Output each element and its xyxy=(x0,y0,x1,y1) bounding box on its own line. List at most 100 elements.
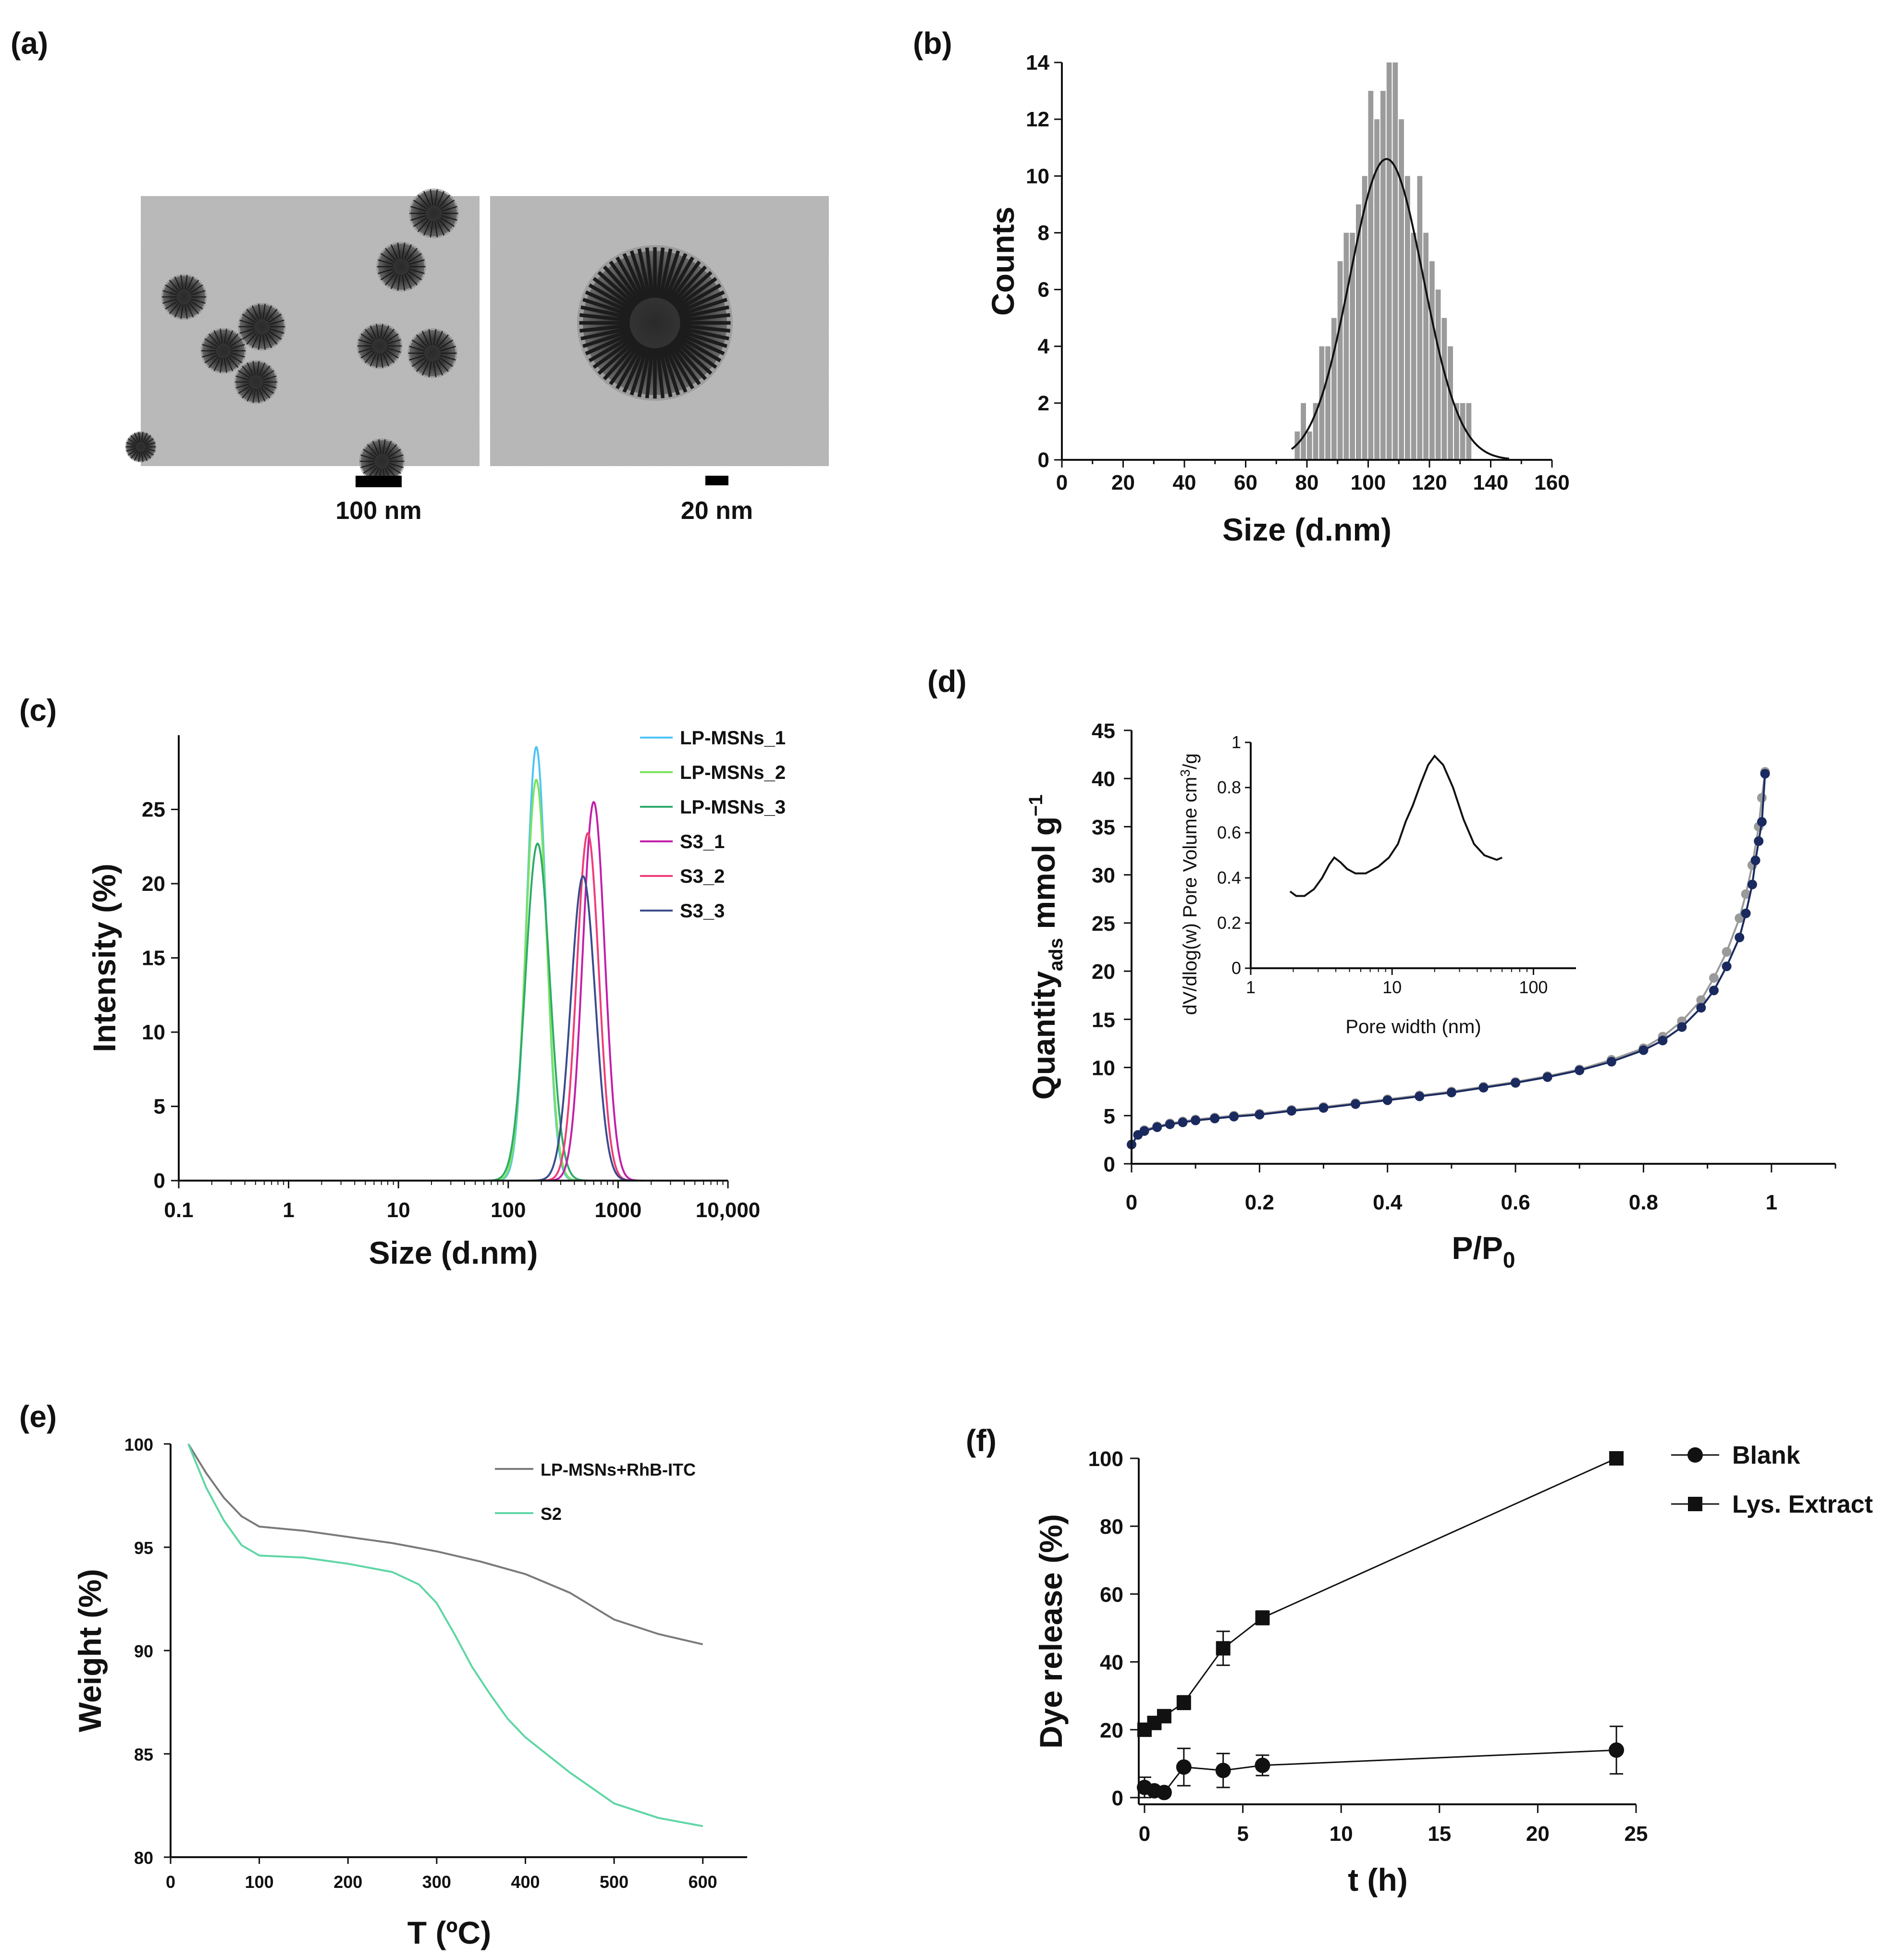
histogram-bar xyxy=(1454,403,1459,460)
particle-pore xyxy=(668,342,701,385)
particle-pore xyxy=(190,284,203,294)
particle xyxy=(361,440,403,482)
particle-pore xyxy=(191,298,206,304)
panel-label-a: (a) xyxy=(11,26,48,61)
particle-pore xyxy=(269,328,284,334)
data-point-Adsorption xyxy=(1139,1126,1149,1136)
legend-label: S3_1 xyxy=(680,831,725,852)
particle-pore xyxy=(672,271,713,308)
inset-y-tick-label: 0.8 xyxy=(1217,777,1241,797)
particle-pore xyxy=(369,325,377,340)
panel-label-e: (e) xyxy=(19,1399,57,1434)
particle-pore xyxy=(145,447,156,452)
particle-pore xyxy=(260,365,271,377)
histogram-bar xyxy=(1392,62,1398,460)
particle-pore xyxy=(436,220,445,236)
particle-pore xyxy=(411,357,426,367)
series-line-S3_3 xyxy=(245,875,728,1182)
particle-pore xyxy=(655,247,665,298)
particle-pore xyxy=(658,248,673,299)
y-tick-label: 100 xyxy=(1088,1447,1123,1471)
y-tick-label: 10 xyxy=(1026,164,1049,188)
x-tick-label: 500 xyxy=(600,1872,628,1892)
particle-pore xyxy=(645,247,654,298)
particle-pore xyxy=(386,347,401,353)
inset-y-tick-label: 0.4 xyxy=(1217,868,1241,888)
legend-label: LP-MSNs_2 xyxy=(680,762,786,783)
data-point-Adsorption xyxy=(1575,1065,1585,1075)
legend-label: S3_3 xyxy=(680,900,725,922)
particle xyxy=(409,330,456,376)
particle-pore xyxy=(421,331,430,346)
data-point-Lys. Extract xyxy=(1176,1695,1191,1710)
particle-pore xyxy=(252,389,256,403)
particle-pore xyxy=(262,383,277,389)
particle-pore xyxy=(246,308,258,321)
particle-pore xyxy=(679,326,729,341)
particle-pore xyxy=(582,297,632,317)
series-line-S3_2 xyxy=(245,832,728,1182)
x-tick-label: 100 xyxy=(1351,471,1386,494)
x-axis-title: t (h) xyxy=(1348,1862,1408,1898)
particle-pore xyxy=(386,339,401,345)
legend-label: LP-MSNs_1 xyxy=(680,727,786,749)
y-tick-label: 4 xyxy=(1038,335,1050,358)
y-tick-label: 40 xyxy=(1100,1651,1123,1675)
particle-pore xyxy=(677,290,725,315)
data-point-Adsorption xyxy=(1750,855,1761,865)
particle-pore xyxy=(661,346,680,395)
particle-pore xyxy=(238,370,251,379)
particle-pore xyxy=(384,441,392,455)
particle-pore xyxy=(266,332,278,345)
data-point-Blank xyxy=(1176,1759,1192,1775)
particle-pore xyxy=(360,333,374,343)
particle-pore xyxy=(360,463,375,468)
release-chart: 0 5 10 15 20 25 0 20 40 60 80 100 t (h) Dye release (… xyxy=(1033,1442,1873,1898)
particle-pore xyxy=(268,330,282,340)
particle-pore xyxy=(397,274,401,291)
particle-pore xyxy=(441,215,457,221)
particle-pore xyxy=(264,305,272,320)
particle-pore xyxy=(629,346,649,395)
tga-chart: 0 100 200 300 400 500 600 80 85 90 95 100 T (ºC) Weig… xyxy=(72,1435,747,1950)
particle-pore xyxy=(372,441,380,455)
particle-pore xyxy=(186,303,194,318)
particle-pore xyxy=(637,248,652,299)
data-point-Adsorption xyxy=(1709,986,1719,996)
data-point-Adsorption xyxy=(1178,1117,1188,1127)
particle-pore xyxy=(603,265,640,306)
data-point-Desorption xyxy=(1722,947,1732,957)
x-tick-label: 0 xyxy=(1126,1191,1137,1214)
particle-pore xyxy=(180,275,184,290)
particle-pore xyxy=(436,191,445,207)
inset-x-tick-label: 1 xyxy=(1246,977,1256,997)
data-point-Adsorption xyxy=(1747,879,1757,889)
x-axis-title: T (ºC) xyxy=(407,1915,491,1950)
particle-pore xyxy=(440,355,456,361)
particle-pore xyxy=(677,331,725,356)
data-point-Lys. Extract xyxy=(1216,1641,1231,1656)
x-tick-label: 60 xyxy=(1234,471,1257,494)
particle-pore xyxy=(242,330,256,340)
data-point-Adsorption xyxy=(1542,1072,1552,1082)
series-line-LP-MSNs_1 xyxy=(245,746,728,1182)
scale-bar-right xyxy=(705,476,728,485)
data-point-Adsorption xyxy=(1741,908,1751,918)
data-point-Adsorption xyxy=(1415,1091,1425,1101)
data-point-Adsorption xyxy=(1760,769,1770,779)
y-tick-label: 20 xyxy=(1100,1719,1123,1742)
histogram-bar xyxy=(1313,403,1318,460)
particle-pore xyxy=(385,248,396,261)
y-tick-label: 6 xyxy=(1038,278,1049,302)
histogram-bar xyxy=(1460,403,1465,460)
data-point-Adsorption xyxy=(1351,1099,1361,1109)
particle-pore xyxy=(408,259,425,265)
y-tick-label: 80 xyxy=(1100,1515,1123,1539)
histogram-bar xyxy=(1466,403,1472,460)
particle-pore xyxy=(261,370,274,379)
panel-label-c: (c) xyxy=(19,693,57,727)
y-axis-title: Quantityads mmol g−1 xyxy=(1025,794,1067,1099)
tem-image-right xyxy=(490,196,829,466)
particle-pore xyxy=(655,347,665,399)
particle-pore xyxy=(142,432,148,443)
